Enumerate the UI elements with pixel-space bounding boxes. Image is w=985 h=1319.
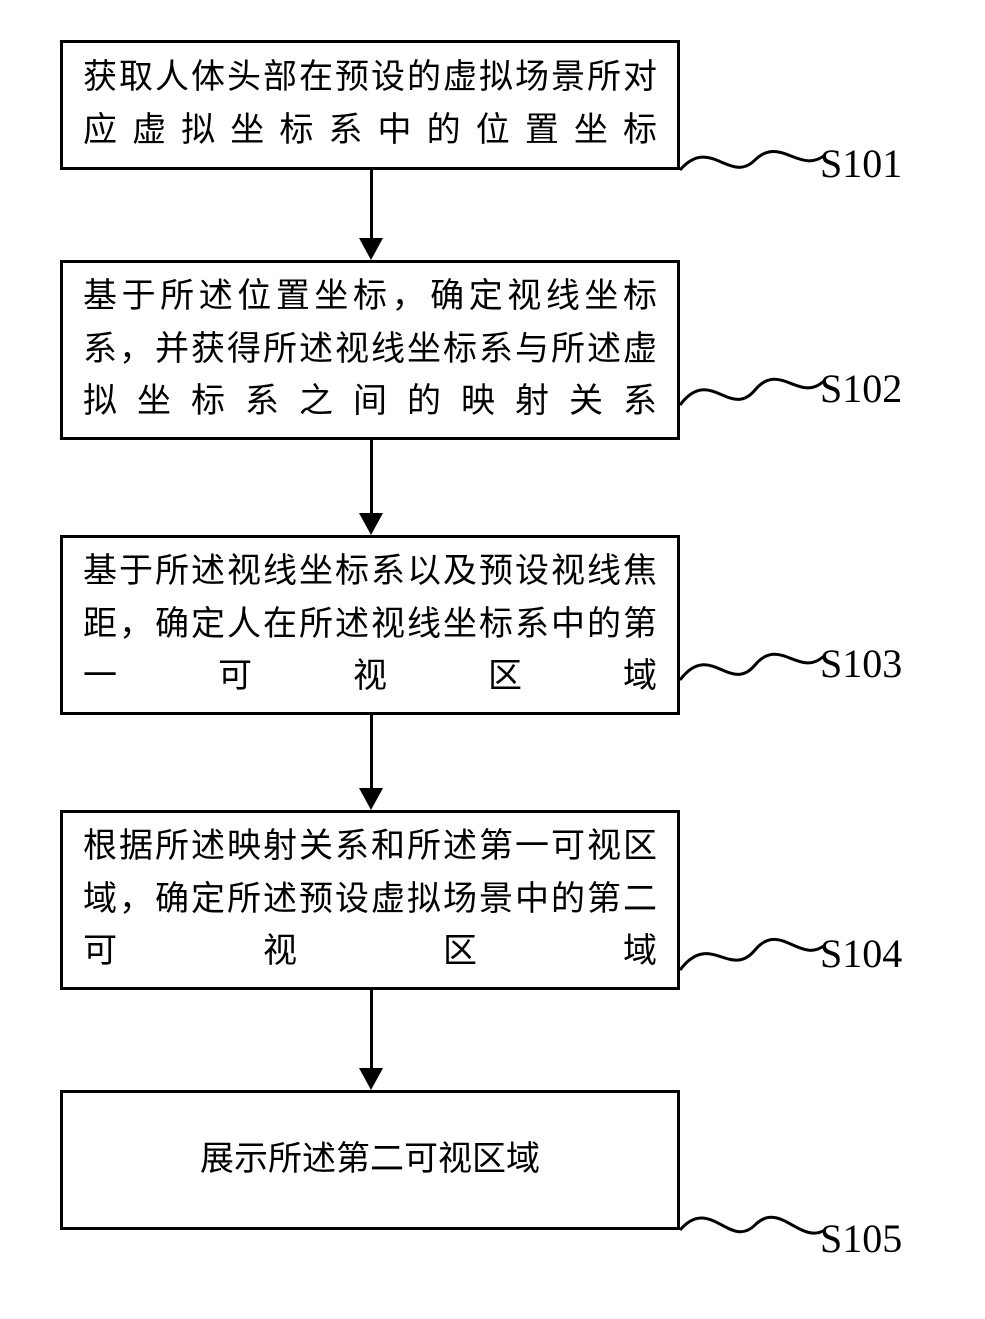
arrow-4-5: [370, 990, 373, 1068]
arrow-3-4: [370, 715, 373, 788]
arrow-head-3-4: [359, 788, 383, 810]
flowchart-node-s103: 基于所述视线坐标系以及预设视线焦距，确定人在所述视线坐标系中的第一可视区域: [60, 535, 680, 715]
connector-s105: [680, 1200, 830, 1260]
arrow-1-2: [370, 170, 373, 238]
node-text: 基于所述视线坐标系以及预设视线焦距，确定人在所述视线坐标系中的第一可视区域: [83, 546, 657, 704]
step-label-s102: S102: [820, 365, 902, 412]
connector-s104: [680, 920, 830, 990]
connector-s103: [680, 635, 830, 705]
flowchart-node-s102: 基于所述位置坐标，确定视线坐标系，并获得所述视线坐标系与所述虚拟坐标系之间的映射…: [60, 260, 680, 440]
step-label-s105: S105: [820, 1215, 902, 1262]
flowchart-node-s101: 获取人体头部在预设的虚拟场景所对应虚拟坐标系中的位置坐标: [60, 40, 680, 170]
node-text: 根据所述映射关系和所述第一可视区域，确定所述预设虚拟场景中的第二可视区域: [83, 821, 657, 979]
step-label-s103: S103: [820, 640, 902, 687]
arrow-head-4-5: [359, 1068, 383, 1090]
node-text: 基于所述位置坐标，确定视线坐标系，并获得所述视线坐标系与所述虚拟坐标系之间的映射…: [83, 271, 657, 429]
connector-s101: [680, 130, 830, 190]
node-text: 获取人体头部在预设的虚拟场景所对应虚拟坐标系中的位置坐标: [83, 52, 657, 157]
flowchart-canvas: 获取人体头部在预设的虚拟场景所对应虚拟坐标系中的位置坐标 S101 基于所述位置…: [0, 0, 985, 1319]
step-label-s104: S104: [820, 930, 902, 977]
step-label-s101: S101: [820, 140, 902, 187]
flowchart-node-s104: 根据所述映射关系和所述第一可视区域，确定所述预设虚拟场景中的第二可视区域: [60, 810, 680, 990]
flowchart-node-s105: 展示所述第二可视区域: [60, 1090, 680, 1230]
arrow-2-3: [370, 440, 373, 513]
connector-s102: [680, 360, 830, 430]
arrow-head-2-3: [359, 513, 383, 535]
node-text: 展示所述第二可视区域: [200, 1134, 540, 1187]
arrow-head-1-2: [359, 238, 383, 260]
